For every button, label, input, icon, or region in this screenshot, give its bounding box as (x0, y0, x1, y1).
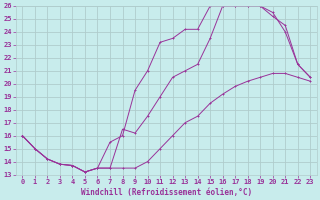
X-axis label: Windchill (Refroidissement éolien,°C): Windchill (Refroidissement éolien,°C) (81, 188, 252, 197)
